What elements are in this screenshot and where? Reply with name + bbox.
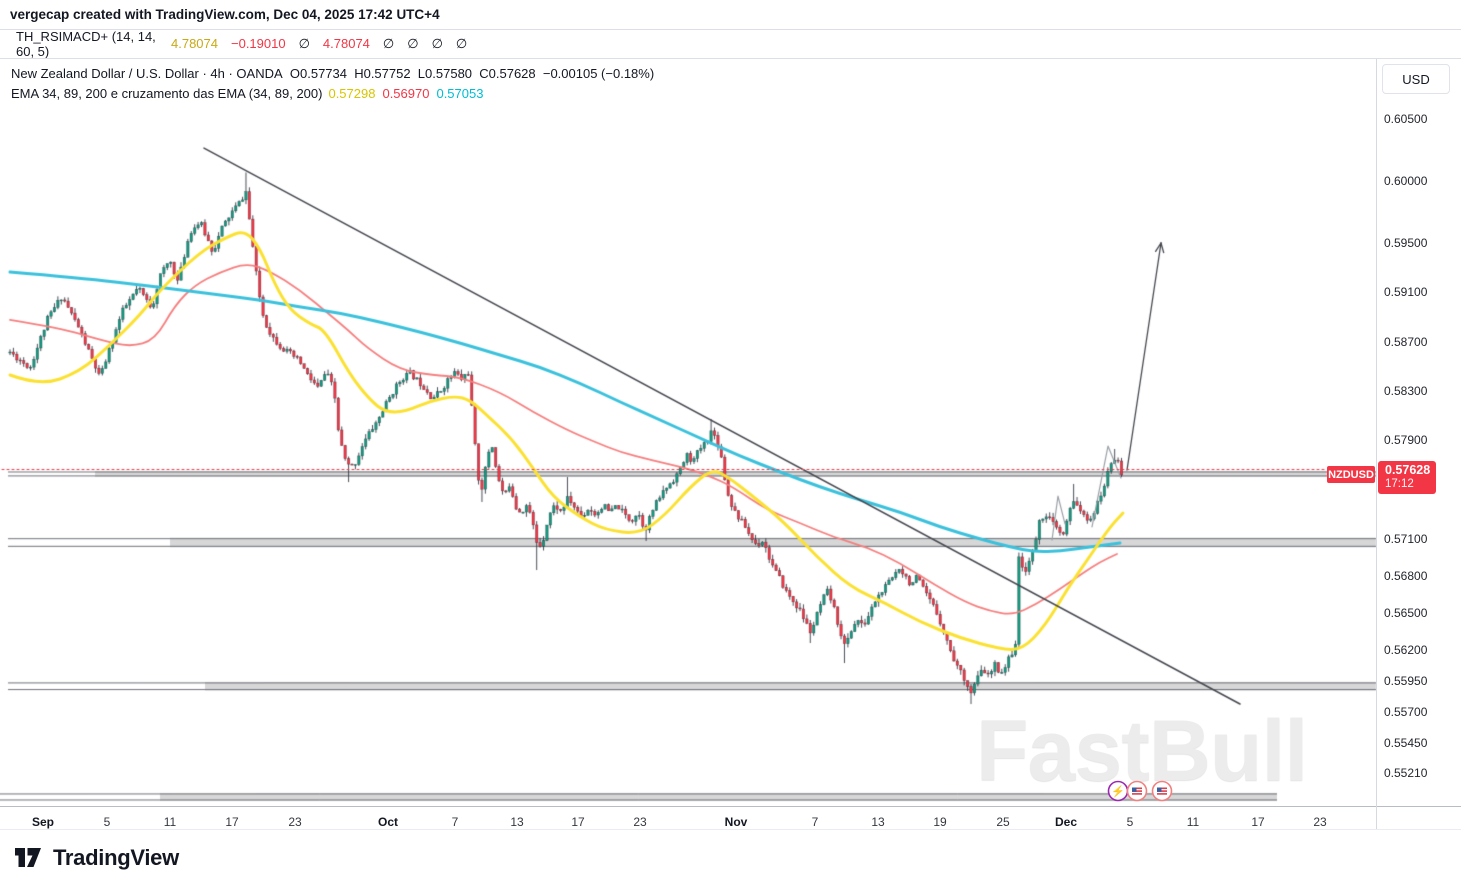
time-axis-label: Sep [31, 815, 54, 829]
price-axis-label: 0.55210 [1384, 765, 1428, 780]
us-flag-event-icon[interactable] [1126, 780, 1148, 802]
pane-separator-top [0, 29, 1461, 30]
indicator-value: 4.78074 [171, 36, 218, 51]
price-axis-label: 0.60000 [1384, 174, 1428, 188]
indicator-value: 4.78074 [322, 36, 370, 51]
tradingview-logo[interactable]: TradingView [14, 845, 179, 871]
price-axis-label: 0.57900 [1384, 433, 1428, 448]
indicator-title[interactable]: TH_RSIMACD+ (14, 14, 60, 5) [16, 29, 156, 59]
attribution-text: vergecap created with TradingView.com, D… [10, 7, 440, 22]
time-axis-label: 5 [103, 815, 111, 829]
price-axis-label: 0.56500 [1384, 606, 1428, 621]
ema-value: 0.57298 [328, 86, 376, 101]
tradingview-logo-text: TradingView [53, 845, 179, 870]
price-axis-label: 0.59100 [1384, 285, 1428, 300]
ema-values: 0.57298 0.56970 0.57053 [328, 84, 483, 104]
ema-value: 0.57053 [436, 86, 484, 101]
symbol-alert-badge: NZDUSD [1327, 466, 1375, 483]
ema-value: 0.56970 [382, 86, 430, 101]
chart-legend: New Zealand Dollar / U.S. Dollar · 4h · … [11, 64, 654, 104]
price-axis-label: 0.58300 [1384, 383, 1428, 398]
indicator-value: ∅ [298, 36, 310, 51]
currency-axis-button[interactable]: USD [1382, 64, 1450, 94]
indicator-pane-header: TH_RSIMACD+ (14, 14, 60, 5) 4.78074 −0.19… [0, 29, 1461, 59]
attribution-bar: vergecap created with TradingView.com, D… [0, 0, 1461, 29]
indicator-value: ∅ [455, 36, 468, 51]
time-axis-label: 19 [933, 815, 947, 829]
price-axis-separator [1376, 59, 1377, 830]
widget-bottom-separator [0, 829, 1461, 830]
price-axis-label: 0.58700 [1384, 334, 1428, 349]
price-axis-label: 0.59500 [1384, 235, 1428, 250]
time-axis-label: 5 [1126, 815, 1134, 829]
indicator-value: ∅ [431, 36, 443, 51]
time-axis-label: Nov [724, 815, 748, 829]
price-axis-label: 0.55950 [1384, 674, 1428, 689]
time-axis-label: 25 [996, 815, 1010, 829]
pane-separator-indicator [0, 58, 1461, 59]
time-axis-label: 23 [633, 815, 647, 829]
last-price-value: 0.57628 [1385, 463, 1431, 477]
time-axis-label: 13 [510, 815, 524, 829]
indicator-value: ∅ [382, 36, 395, 51]
price-axis-label: 0.56800 [1384, 569, 1428, 584]
time-axis-separator [0, 806, 1461, 807]
bar-countdown: 17:12 [1385, 478, 1414, 490]
indicator-value: ∅ [407, 36, 419, 51]
svg-text:⚡: ⚡ [1111, 785, 1125, 798]
price-axis-label: 0.60500 [1384, 112, 1428, 127]
tradingview-logo-icon [15, 848, 41, 867]
time-axis-label: 17 [571, 815, 585, 829]
time-axis-label: 23 [1313, 815, 1327, 829]
last-price-badge: 0.57628 17:12 [1378, 461, 1436, 494]
time-axis-label: 7 [811, 815, 819, 829]
time-axis-label: 13 [871, 815, 885, 829]
time-axis-label: 17 [225, 815, 239, 829]
time-axis[interactable]: Sep 5 11 17 23 Oct 7 13 17 23 Nov 7 13 19 25 Dec 5 11 17 23 [0, 806, 1376, 829]
price-axis-label: 0.56200 [1384, 643, 1428, 658]
us-flag-event-icon[interactable] [1151, 780, 1173, 802]
price-axis-label: 0.57100 [1384, 532, 1428, 547]
time-axis-label: 11 [1186, 815, 1200, 829]
ema-indicator-label[interactable]: EMA 34, 89, 200 e cruzamento das EMA (34… [11, 86, 323, 101]
price-axis-label: 0.55450 [1384, 735, 1428, 750]
indicator-values: 4.78074 −0.19010 ∅ 4.78074 ∅ ∅ ∅ ∅ [171, 36, 467, 52]
ohlc-values: O0.57734 H0.57752 L0.57580 C0.57628 −0.0… [282, 66, 655, 81]
time-axis-label: Oct [377, 815, 398, 829]
time-axis-label: 17 [1251, 815, 1265, 829]
price-axis-label: 0.55700 [1384, 705, 1428, 720]
indicator-value: −0.19010 [231, 36, 286, 51]
time-axis-label: 23 [288, 815, 302, 829]
symbol-title[interactable]: New Zealand Dollar / U.S. Dollar · 4h · … [11, 66, 283, 81]
time-axis-label: 7 [451, 815, 459, 829]
time-axis-label: 11 [163, 815, 177, 829]
time-axis-label: Dec [1054, 815, 1077, 829]
